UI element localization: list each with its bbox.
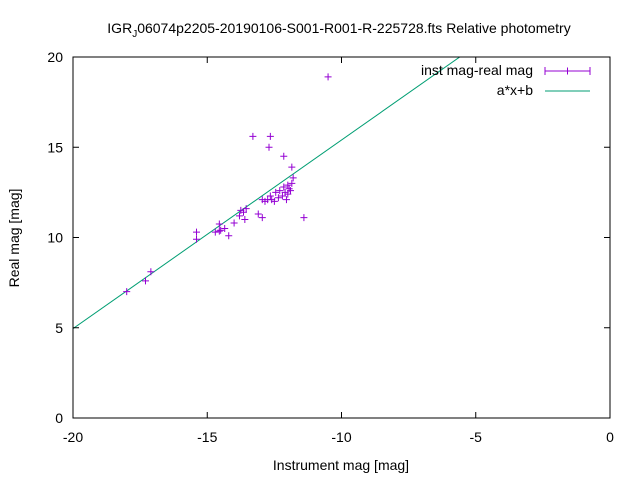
data-point bbox=[288, 163, 296, 171]
y-tick-label: 5 bbox=[55, 320, 63, 336]
data-point bbox=[285, 185, 293, 193]
x-axis-label: Instrument mag [mag] bbox=[273, 457, 409, 473]
data-point bbox=[254, 210, 262, 218]
data-point bbox=[221, 224, 229, 232]
data-point bbox=[272, 188, 280, 196]
data-point bbox=[280, 183, 288, 191]
data-point bbox=[242, 205, 250, 213]
y-axis-label: Real mag [mag] bbox=[6, 189, 22, 288]
data-point bbox=[239, 208, 247, 216]
data-point bbox=[282, 196, 290, 204]
legend-swatch-points bbox=[544, 67, 591, 75]
data-point bbox=[225, 232, 233, 240]
data-point bbox=[266, 192, 274, 200]
data-point bbox=[324, 73, 332, 81]
x-tick-label: -5 bbox=[470, 429, 483, 445]
data-point bbox=[215, 227, 223, 235]
data-point bbox=[284, 190, 292, 198]
x-tick-label: 0 bbox=[606, 429, 614, 445]
data-point bbox=[211, 228, 219, 236]
data-point bbox=[286, 187, 294, 195]
data-point bbox=[266, 132, 274, 140]
data-point bbox=[284, 181, 292, 189]
data-point bbox=[300, 214, 308, 222]
data-point bbox=[235, 212, 243, 220]
legend: inst mag-real mag a*x+b bbox=[421, 62, 591, 98]
legend-entry-points: inst mag-real mag bbox=[421, 62, 533, 78]
x-tick-label: -20 bbox=[63, 429, 83, 445]
data-point bbox=[123, 288, 131, 296]
data-point bbox=[265, 143, 273, 151]
fit-line bbox=[73, 57, 461, 330]
data-point bbox=[278, 192, 286, 200]
data-point bbox=[241, 215, 249, 223]
chart-title: IGRJ06074p2205-20190106-S001-R001-R-2257… bbox=[107, 20, 570, 40]
data-point bbox=[276, 187, 284, 195]
data-point bbox=[230, 219, 238, 227]
data-point bbox=[280, 152, 288, 160]
plot-area bbox=[73, 57, 461, 330]
y-tick-label: 15 bbox=[47, 139, 63, 155]
chart-title-subscript: J bbox=[132, 29, 137, 40]
y-tick-label: 0 bbox=[55, 410, 63, 426]
data-point bbox=[258, 214, 266, 222]
chart-title-prefix: IGR bbox=[107, 20, 132, 36]
data-point bbox=[288, 179, 296, 187]
data-point bbox=[274, 194, 282, 202]
data-point bbox=[141, 277, 149, 285]
data-point bbox=[217, 226, 225, 234]
x-tick-label: -15 bbox=[197, 429, 217, 445]
legend-entry-fit: a*x+b bbox=[497, 82, 533, 98]
chart-title-suffix: 06074p2205-20190106-S001-R001-R-225728.f… bbox=[137, 20, 571, 36]
x-tick-label: -10 bbox=[331, 429, 351, 445]
data-point bbox=[193, 228, 201, 236]
data-point bbox=[193, 235, 201, 243]
data-point bbox=[289, 174, 297, 182]
axes: -20 -15 -10 -5 0 0 5 10 15 20 bbox=[47, 49, 614, 445]
y-tick-label: 20 bbox=[47, 49, 63, 65]
data-point bbox=[270, 197, 278, 205]
y-tick-label: 10 bbox=[47, 230, 63, 246]
data-point bbox=[147, 268, 155, 276]
plot-frame bbox=[72, 56, 611, 419]
data-point bbox=[249, 132, 257, 140]
data-point bbox=[215, 220, 223, 228]
